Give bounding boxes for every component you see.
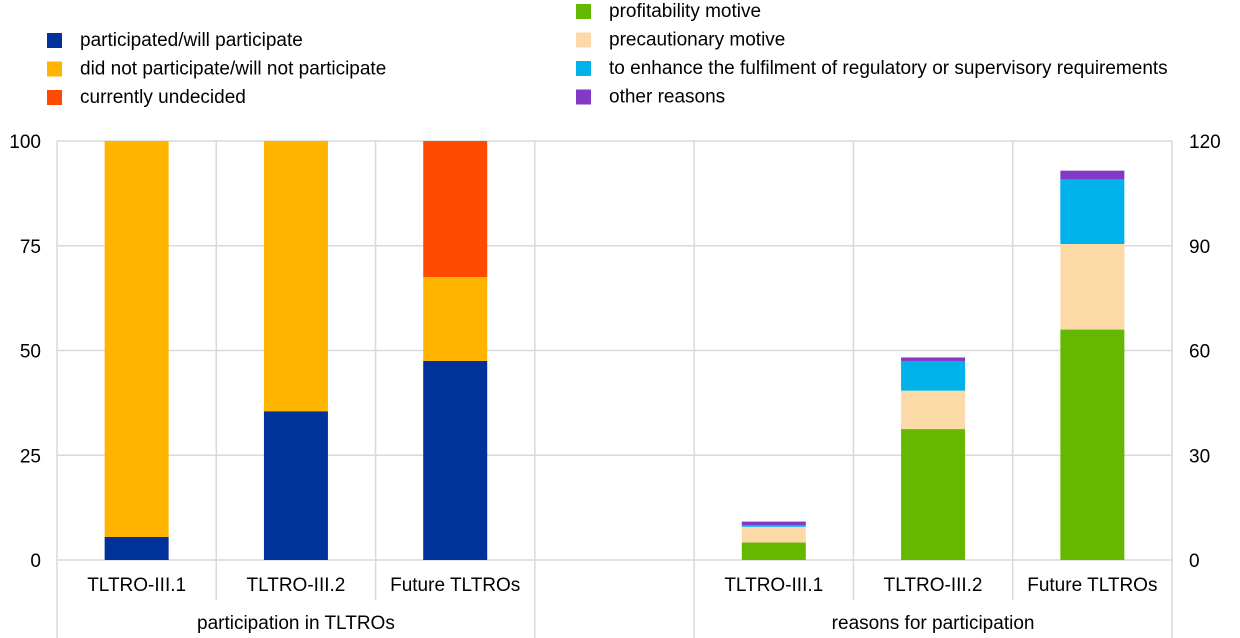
- bar-reasons-for-participation-future-tltros-other-reasons: [1060, 170, 1125, 180]
- bars: [104, 141, 1125, 560]
- left-tick-label: 0: [30, 551, 41, 572]
- legend-label-did-not-participate-will-not-participate: did not participate/will not participate: [80, 59, 386, 80]
- right-tick-label: 90: [1189, 237, 1210, 258]
- bar-reasons-for-participation-tltro-iii-1-other-reasons: [741, 521, 806, 526]
- bar-reasons-for-participation-tltro-iii-1-profitability-motive: [741, 542, 806, 560]
- right-tick-label: 0: [1189, 551, 1200, 572]
- left-tick-label: 100: [9, 132, 41, 153]
- bar-participation-in-tltros-tltro-iii-2-participated-will-participate: [263, 411, 328, 560]
- bar-reasons-for-participation-tltro-iii-2-to-enhance-the-fulfilment-of-regulatory-or-supervisory-requirements: [901, 360, 966, 391]
- bar-participation-in-tltros-tltro-iii-1-did-not-participate-will-not-participate: [104, 141, 169, 537]
- x-axis: TLTRO-III.1 TLTRO-III.2 Future TLTROs parti…: [87, 575, 1157, 634]
- legend-swatch-did-not-participate-will-not-participate: [47, 61, 62, 77]
- left-tick-label: 50: [20, 342, 41, 363]
- legend-label-precautionary-motive: precautionary motive: [609, 30, 785, 51]
- legend-swatch-to-enhance-the-fulfilment-of-regulatory-or-supervisory-requirements: [576, 61, 591, 76]
- x-tick-label: Future TLTROs: [390, 575, 520, 596]
- legend-label-other-reasons: other reasons: [609, 87, 725, 108]
- left-tick-label: 75: [20, 237, 41, 258]
- bar-participation-in-tltros-future-tltros-participated-will-participate: [423, 360, 488, 560]
- bar-reasons-for-participation-tltro-iii-1-to-enhance-the-fulfilment-of-regulatory-or-supervisory-requirements: [741, 525, 806, 527]
- group-label-participation-in-tltros: participation in TLTROs: [197, 613, 395, 634]
- bar-participation-in-tltros-future-tltros-currently-undecided: [423, 141, 488, 278]
- legend-label-profitability-motive: profitability motive: [609, 1, 761, 22]
- left-axis: 0 25 50 75 100: [9, 132, 41, 572]
- bar-reasons-for-participation-future-tltros-to-enhance-the-fulfilment-of-regulatory-or-supervisory-requirements: [1060, 179, 1125, 245]
- legend-swatch-profitability-motive: [576, 4, 591, 19]
- group-label-reasons-for-participation: reasons for participation: [832, 613, 1035, 634]
- x-tick-label: TLTRO-III.1: [724, 575, 823, 596]
- bar-reasons-for-participation-future-tltros-profitability-motive: [1060, 329, 1125, 560]
- bar-participation-in-tltros-future-tltros-did-not-participate-will-not-participate: [423, 277, 488, 361]
- right-tick-label: 60: [1189, 342, 1210, 363]
- left-tick-label: 25: [20, 446, 41, 467]
- legend-right: profitability motive precautionary motive…: [576, 1, 1168, 108]
- legend-swatch-participated-will-participate: [47, 33, 62, 48]
- legend-label-participated-will-participate: participated/will participate: [80, 30, 303, 51]
- bar-reasons-for-participation-tltro-iii-2-profitability-motive: [901, 429, 966, 560]
- legend-left: participated/will participate did not par…: [47, 30, 386, 108]
- legend-swatch-currently-undecided: [47, 90, 62, 105]
- bar-reasons-for-participation-future-tltros-precautionary-motive: [1060, 244, 1125, 330]
- bar-participation-in-tltros-tltro-iii-1-participated-will-participate: [104, 536, 169, 560]
- legend-swatch-other-reasons: [576, 89, 591, 105]
- bar-participation-in-tltros-tltro-iii-2-did-not-participate-will-not-participate: [263, 141, 328, 412]
- legend-swatch-precautionary-motive: [576, 32, 591, 48]
- bar-reasons-for-participation-tltro-iii-1-precautionary-motive: [741, 526, 806, 543]
- bar-reasons-for-participation-tltro-iii-2-precautionary-motive: [901, 390, 966, 430]
- x-tick-label: TLTRO-III.1: [87, 575, 186, 596]
- grid: [56, 140, 1173, 638]
- legend-label-currently-undecided: currently undecided: [80, 87, 246, 108]
- x-tick-label: TLTRO-III.2: [884, 575, 983, 596]
- x-tick-label: TLTRO-III.2: [246, 575, 345, 596]
- x-tick-label: Future TLTROs: [1027, 575, 1157, 596]
- right-tick-label: 30: [1189, 446, 1210, 467]
- right-tick-label: 120: [1189, 132, 1221, 153]
- right-axis: 0 30 60 90 120: [1189, 132, 1221, 572]
- legend-label-to-enhance-the-fulfilment-of-regulatory-or-supervisory-requirements: to enhance the fulfilment of regulatory …: [609, 58, 1168, 79]
- bar-reasons-for-participation-tltro-iii-2-other-reasons: [901, 357, 966, 361]
